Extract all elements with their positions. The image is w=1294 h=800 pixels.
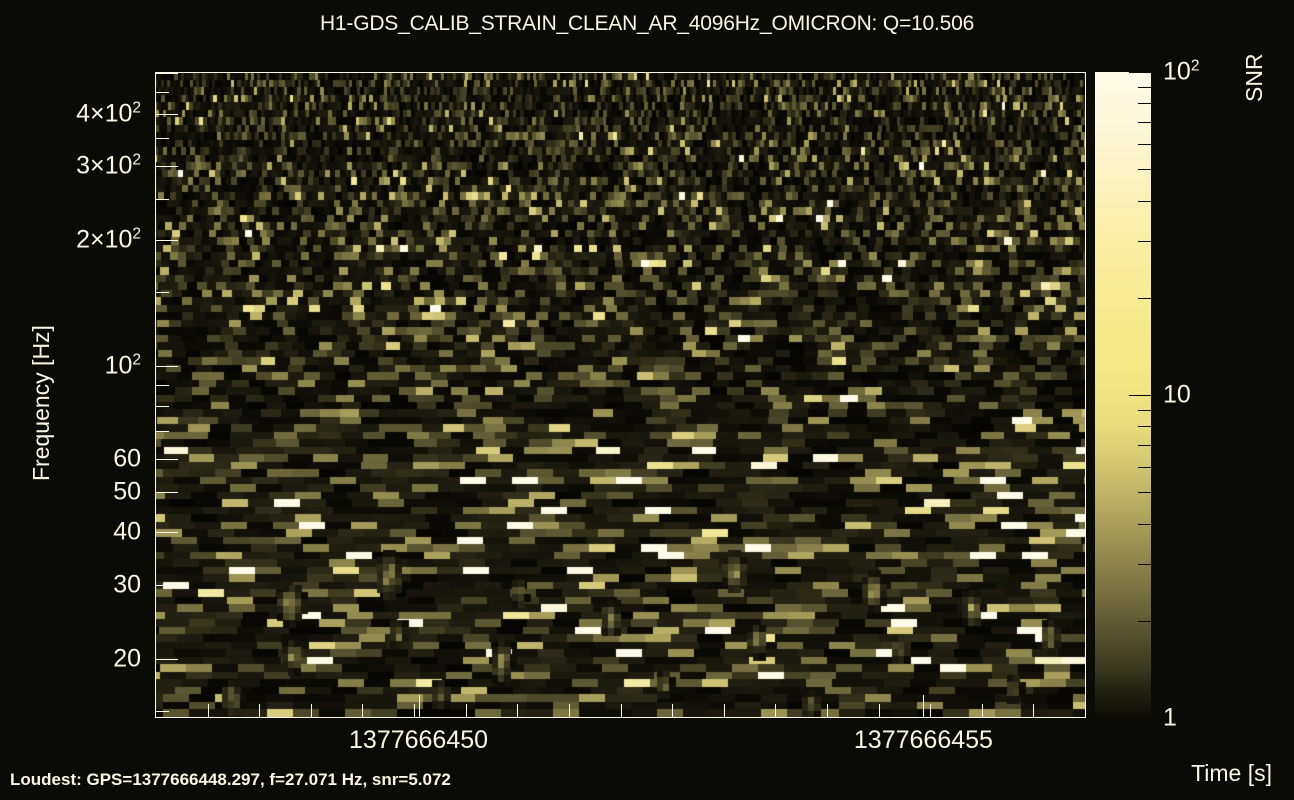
y-axis-tick-mark xyxy=(156,459,178,460)
colorbar-tick-mark xyxy=(1138,87,1151,88)
x-axis-tick-mark xyxy=(362,704,363,717)
colorbar-tick-mark xyxy=(1138,467,1151,468)
y-axis-tick-mark xyxy=(156,711,169,712)
x-axis-tick-mark xyxy=(208,704,209,717)
x-axis-tick-label: 1377666450 xyxy=(349,726,489,754)
y-axis-tick-mark xyxy=(156,114,178,115)
colorbar-tick-mark xyxy=(1129,718,1151,719)
x-axis-tick-mark xyxy=(311,704,312,717)
loudest-event-status: Loudest: GPS=1377666448.297, f=27.071 Hz… xyxy=(10,770,451,789)
x-axis-tick-mark xyxy=(775,704,776,717)
page-title: H1-GDS_CALIB_STRAIN_CLEAN_AR_4096Hz_OMIC… xyxy=(319,12,975,35)
x-axis-title: Time [s] xyxy=(1191,760,1272,786)
y-axis-tick-mark xyxy=(156,138,169,139)
x-axis-tick-mark xyxy=(414,704,415,717)
y-axis-tick-mark xyxy=(156,659,178,660)
x-axis-tick-mark-major xyxy=(419,695,420,717)
x-axis-tick-mark xyxy=(1033,704,1034,717)
colorbar-tick-mark xyxy=(1138,492,1151,493)
y-axis-tick-label: 50 xyxy=(113,477,141,506)
colorbar-title: SNR xyxy=(1241,53,1267,102)
colorbar-tick-mark xyxy=(1138,410,1151,411)
colorbar-tick-mark xyxy=(1138,426,1151,427)
x-axis-tick-mark xyxy=(517,704,518,717)
x-axis-tick-mark xyxy=(724,704,725,717)
y-axis-tick-mark xyxy=(156,366,178,367)
colorbar-tick-mark xyxy=(1138,241,1151,242)
y-axis-tick-label: 4×102 xyxy=(76,98,141,128)
colorbar-tick-mark xyxy=(1138,621,1151,622)
colorbar-tick-mark xyxy=(1138,144,1151,145)
spectrogram-canvas[interactable] xyxy=(156,73,1085,717)
y-axis-tick-label: 30 xyxy=(113,570,141,599)
y-axis-tick-mark xyxy=(156,585,178,586)
x-axis-tick-mark-major xyxy=(923,695,924,717)
y-axis-tick-mark xyxy=(156,385,169,386)
y-axis-tick-label: 40 xyxy=(113,517,141,546)
colorbar-tick-mark xyxy=(1138,169,1151,170)
y-axis-tick-mark xyxy=(156,240,178,241)
x-axis-tick-mark xyxy=(466,704,467,717)
y-axis-tick-mark xyxy=(156,199,169,200)
y-axis-tick-mark xyxy=(156,492,178,493)
x-axis-tick-mark xyxy=(982,704,983,717)
x-axis-tick-mark xyxy=(879,704,880,717)
y-axis-title: Frequency [Hz] xyxy=(28,325,54,481)
y-axis-tick-mark xyxy=(156,292,169,293)
colorbar-tick-mark xyxy=(1138,103,1151,104)
y-axis-tick-label: 2×102 xyxy=(76,224,141,254)
colorbar-tick-mark xyxy=(1138,298,1151,299)
colorbar-tick-label: 1 xyxy=(1163,703,1177,732)
y-axis-tick-label: 3×102 xyxy=(76,151,141,180)
x-axis-tick-mark xyxy=(259,704,260,717)
colorbar-tick-mark xyxy=(1138,524,1151,525)
y-axis-tick-label: 20 xyxy=(113,644,141,672)
y-axis-tick-mark xyxy=(156,166,178,167)
x-axis-tick-mark xyxy=(827,704,828,717)
colorbar-tick-mark xyxy=(1138,564,1151,565)
x-axis-tick-label: 1377666455 xyxy=(853,726,993,754)
colorbar-tick-mark xyxy=(1138,445,1151,446)
colorbar-tick-mark xyxy=(1129,72,1151,73)
y-axis-tick-mark xyxy=(156,431,169,432)
y-axis-tick-mark xyxy=(156,73,178,74)
x-axis-tick-mark xyxy=(569,704,570,717)
y-axis-tick-label: 102 xyxy=(104,351,141,380)
x-axis-tick-mark xyxy=(621,704,622,717)
y-axis-tick-label: 60 xyxy=(113,444,141,473)
y-axis-tick-mark xyxy=(156,406,169,407)
colorbar-tick-label: 102 xyxy=(1163,57,1200,86)
colorbar-tick-mark xyxy=(1138,122,1151,123)
colorbar-tick-mark xyxy=(1138,201,1151,202)
x-axis-tick-mark xyxy=(672,704,673,717)
spectrogram-panel[interactable] xyxy=(155,72,1086,718)
y-axis-tick-mark xyxy=(156,92,169,93)
colorbar-tick-label: 10 xyxy=(1163,380,1191,409)
y-axis-tick-mark xyxy=(156,532,178,533)
colorbar-tick-mark xyxy=(1129,395,1151,396)
x-axis-tick-mark xyxy=(930,704,931,717)
